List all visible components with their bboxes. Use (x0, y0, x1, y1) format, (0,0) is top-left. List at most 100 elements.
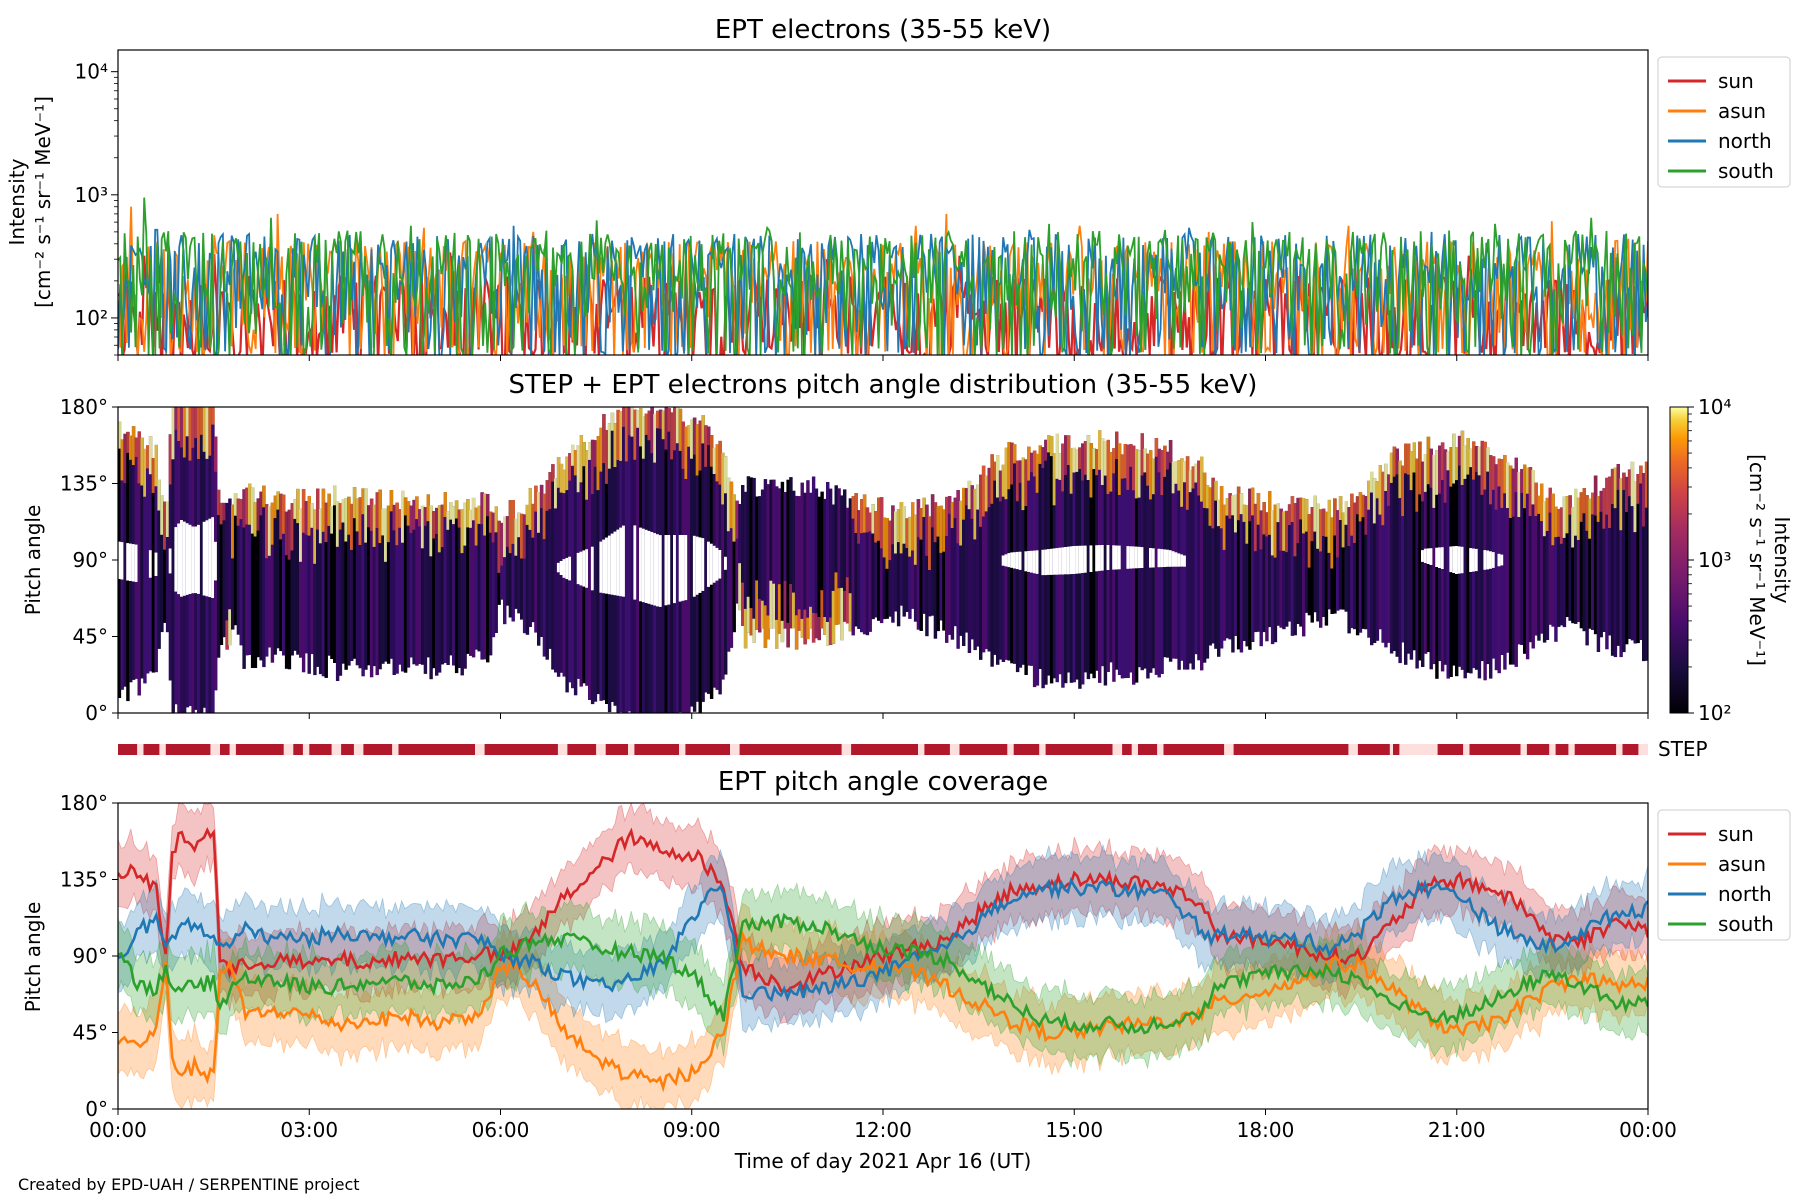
heatmap-hot-cell (494, 506, 498, 533)
heatmap-column (1636, 474, 1640, 644)
heatmap-column (384, 508, 388, 662)
heatmap-hot-cell (148, 436, 153, 475)
heatmap-column (1004, 447, 1008, 660)
heatmap-column (160, 495, 164, 633)
heatmap-hot-cell (990, 454, 994, 504)
heatmap-hot-cell (641, 416, 646, 459)
coverage-line-sun (118, 826, 1648, 993)
heatmap-column (1336, 510, 1340, 611)
heatmap-hot-cell (690, 419, 694, 459)
heatmap-column (964, 488, 969, 633)
heatmap-column (1302, 498, 1306, 637)
step-segment (118, 744, 138, 755)
step-segment (309, 744, 332, 755)
heatmap-hot-cell (1491, 456, 1496, 490)
heatmap-gap (1421, 550, 1425, 562)
heatmap-gap (1163, 549, 1167, 567)
heatmap-hot-cell (576, 445, 581, 493)
heatmap-hot-cell (151, 458, 156, 493)
heatmap-column (877, 497, 881, 621)
heatmap-column (1644, 461, 1648, 661)
colorbar-tick-label: 10³ (1698, 548, 1731, 572)
heatmap-gap (202, 521, 207, 596)
heatmap-column (1248, 488, 1252, 650)
heatmap-gap (1452, 546, 1456, 573)
heatmap-hot-cell (1389, 452, 1394, 483)
heatmap-hot-cell (1520, 469, 1524, 493)
heatmap-hot-cell (548, 472, 552, 510)
heatmap-column (1619, 478, 1623, 658)
heatmap-hot-cell (497, 520, 501, 573)
y-tick-label: 90° (73, 944, 108, 968)
heatmap-hot-cell (508, 500, 513, 554)
step-segment (484, 744, 558, 755)
heatmap-gap (118, 541, 122, 579)
heatmap-gap (585, 549, 589, 588)
heatmap-hot-cell (885, 518, 889, 569)
heatmap-hot-cell (1140, 433, 1144, 476)
heatmap-hot-cell (412, 499, 416, 530)
heatmap-gap (1157, 548, 1161, 568)
heatmap-column (1633, 481, 1637, 644)
heatmap-hot-cell (1251, 487, 1255, 516)
heatmap-hot-cell (233, 493, 238, 516)
heatmap-column (1477, 446, 1482, 679)
heatmap-hot-cell (749, 608, 753, 636)
heatmap-column (1276, 503, 1280, 626)
heatmap-hot-cell (1574, 488, 1578, 536)
heatmap-column (1347, 507, 1351, 634)
heatmap-column (981, 465, 986, 653)
heatmap-hot-cell (1185, 456, 1190, 510)
heatmap-hot-cell (766, 615, 770, 640)
heatmap-hot-cell (650, 407, 654, 454)
step-segment (363, 744, 393, 755)
heatmap-hot-cell (222, 502, 226, 521)
heatmap-column (780, 481, 785, 643)
heatmap-column (491, 512, 496, 638)
heatmap-hot-cell (276, 491, 280, 510)
heatmap-hot-cell (248, 483, 252, 525)
heatmap-column (1395, 448, 1399, 657)
heatmap-column (1372, 478, 1377, 643)
y-tick-label: 10³ (75, 183, 108, 207)
heatmap-gap (1089, 545, 1093, 572)
heatmap-column (905, 518, 909, 612)
heatmap-column (1259, 510, 1263, 647)
heatmap-hot-cell (137, 431, 141, 484)
heatmap-hot-cell (701, 415, 705, 444)
heatmap-hot-cell (134, 437, 139, 457)
heatmap-column (933, 502, 938, 639)
heatmap-hot-cell (1228, 493, 1232, 519)
x-tick-label: 15:00 (1045, 1118, 1103, 1142)
heatmap-column (1426, 436, 1431, 652)
heatmap-hot-cell (1517, 472, 1521, 517)
heatmap-column (437, 505, 442, 673)
heatmap-column (967, 480, 972, 653)
heatmap-hot-cell (899, 502, 904, 554)
heatmap-hot-cell (259, 491, 263, 516)
x-tick-label: 12:00 (854, 1118, 912, 1142)
step-segment (293, 744, 303, 755)
heatmap-hot-cell (1069, 448, 1074, 494)
heatmap-column (987, 467, 991, 652)
heatmap-gap (1168, 550, 1173, 567)
heatmap-hot-cell (1508, 465, 1513, 518)
heatmap-gap (1061, 547, 1065, 575)
heatmap-column (1602, 488, 1606, 632)
heatmap-hot-cell (1554, 506, 1558, 538)
heatmap-column (976, 484, 980, 647)
heatmap-hot-cell (208, 407, 212, 456)
heatmap-hot-cell (236, 498, 241, 526)
heatmap-gap (1491, 552, 1496, 568)
heatmap-hot-cell (1225, 498, 1229, 516)
heatmap-hot-cell (947, 496, 952, 514)
heatmap-hot-cell (1548, 487, 1552, 513)
heatmap-hot-cell (333, 485, 337, 506)
heatmap-column (1086, 435, 1091, 680)
heatmap-column (1231, 495, 1235, 653)
heatmap-hot-cell (786, 622, 790, 648)
x-tick-label: 09:00 (663, 1118, 721, 1142)
heatmap-column (1256, 493, 1261, 632)
heatmap-column (950, 502, 955, 640)
heatmap-hot-cell (1392, 446, 1397, 477)
